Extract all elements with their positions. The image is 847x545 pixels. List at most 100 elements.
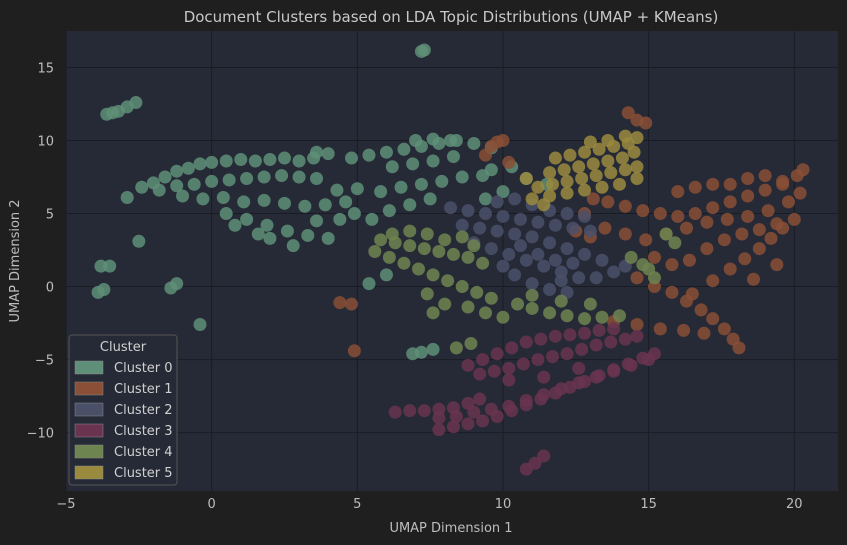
data-point [502,247,516,261]
data-point [741,189,755,203]
data-point [537,449,551,463]
data-point [487,364,501,378]
data-point [382,204,396,218]
data-points [91,43,810,476]
data-point [438,233,452,247]
data-point [388,405,402,419]
data-point [298,199,312,213]
data-point [135,180,149,194]
data-point [310,145,324,159]
data-point [781,195,795,209]
data-point [467,136,481,150]
data-point [586,192,600,206]
data-point [636,204,650,218]
data-point [531,215,545,229]
data-point [598,221,612,235]
data-point [528,456,542,470]
data-point [560,186,574,200]
data-point [560,347,574,361]
data-point [525,192,539,206]
data-point [578,183,592,197]
data-point [706,201,720,215]
data-point [406,347,420,361]
data-point [286,239,300,253]
data-point [240,212,254,226]
data-point [181,161,195,175]
data-point [595,310,609,324]
data-point [321,231,335,245]
data-point [420,287,434,301]
data-point [344,297,358,311]
data-point [219,207,233,221]
data-point [621,357,635,371]
data-point [589,271,603,285]
data-point [467,239,481,253]
data-point [700,215,714,229]
data-point [572,271,586,285]
data-point [531,180,545,194]
data-point [441,274,455,288]
data-point [615,151,629,165]
x-tick-label: 10 [495,497,512,512]
data-point [560,242,574,256]
data-point [484,163,498,177]
data-point [330,183,344,197]
data-point [426,268,440,282]
data-point [263,231,277,245]
data-point [546,177,560,191]
data-point [607,265,621,279]
data-point [496,310,510,324]
y-tick-label: 5 [46,208,54,223]
data-point [310,214,324,228]
data-point [508,192,522,206]
data-point [385,227,399,241]
series-cluster-3 [388,322,661,476]
data-point [444,134,458,148]
data-point [333,212,347,226]
data-point [496,259,510,273]
legend-swatch [74,402,104,417]
data-point [537,259,551,273]
data-point [543,236,557,250]
x-tick-label: 20 [786,497,803,512]
data-point [548,386,562,400]
series-cluster-4 [368,224,682,355]
data-point [403,239,417,253]
data-point [595,180,609,194]
data-point [560,309,574,323]
data-point [563,380,577,394]
data-point [578,312,592,326]
x-tick-label: 0 [208,497,216,512]
data-point [516,357,530,371]
data-point [248,154,262,168]
data-point [732,341,746,355]
data-point [257,193,271,207]
data-point [618,199,632,213]
data-point [578,209,592,223]
legend-swatch [74,423,104,438]
data-point [103,259,117,273]
data-point [685,287,699,301]
data-point [449,410,463,424]
data-point [394,180,408,194]
data-point [776,221,790,235]
data-point [461,204,475,218]
data-point [566,221,580,235]
data-point [630,329,644,343]
data-point [444,201,458,215]
data-point [502,155,516,169]
data-point [583,297,597,311]
data-point [234,153,248,167]
data-point [158,170,172,184]
data-point [479,148,493,162]
data-point [403,198,417,212]
data-point [534,392,548,406]
data-point [618,163,632,177]
data-point [682,253,696,267]
data-point [461,417,475,431]
data-point [350,182,364,196]
data-point [496,134,510,148]
data-point [97,282,111,296]
data-point [717,322,731,336]
